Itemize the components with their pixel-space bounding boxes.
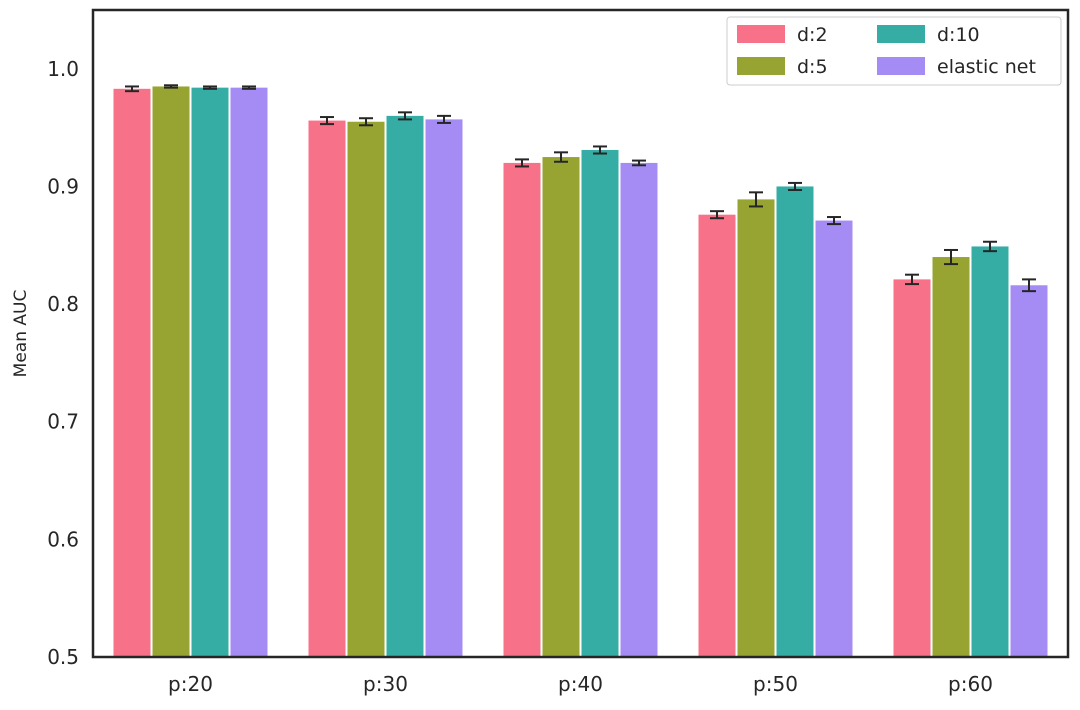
- legend-item: d:5: [737, 56, 828, 78]
- bar: [620, 162, 658, 657]
- error-bar: [788, 181, 802, 191]
- bar: [113, 88, 151, 658]
- legend-label: d:2: [797, 24, 828, 46]
- bar: [308, 120, 346, 657]
- bar: [542, 157, 580, 657]
- bar: [932, 257, 970, 657]
- bar: [776, 186, 814, 658]
- error-bar: [827, 216, 841, 226]
- error-bar: [749, 191, 763, 208]
- bar: [737, 199, 775, 658]
- plot-frame: [91, 8, 1070, 659]
- legend-item: d:10: [877, 24, 980, 46]
- legend-swatch: [877, 57, 925, 75]
- bar: [893, 279, 931, 657]
- error-bar: [593, 145, 607, 155]
- y-axis-ticks: 0.5 0.6 0.7 0.8 0.9 1.0: [47, 57, 79, 669]
- error-bars-layer: [125, 84, 1036, 293]
- legend-item: d:2: [737, 24, 828, 46]
- error-bar: [398, 111, 412, 121]
- legend: d:2 d:5 d:10 elastic net: [726, 16, 1062, 86]
- bar: [425, 119, 463, 658]
- bar: [698, 214, 736, 658]
- bar: [386, 115, 424, 657]
- legend-box: [726, 16, 1062, 86]
- error-bar: [632, 159, 646, 167]
- x-tick-label: p:40: [558, 672, 603, 696]
- bar: [347, 121, 385, 658]
- error-bar: [320, 116, 334, 126]
- error-bar: [944, 248, 958, 266]
- error-bar: [1022, 278, 1036, 293]
- x-axis-ticks: p:20 p:30 p:40 p:50 p:60: [168, 672, 993, 696]
- bar: [230, 87, 268, 657]
- error-bar: [710, 210, 724, 220]
- legend-label: d:5: [797, 56, 828, 78]
- y-tick-label: 0.5: [47, 645, 79, 669]
- error-bar: [554, 151, 568, 163]
- error-bar: [905, 273, 919, 286]
- legend-swatch: [737, 57, 785, 75]
- legend-label: d:10: [937, 24, 980, 46]
- error-bar: [242, 85, 256, 90]
- x-tick-label: p:20: [168, 672, 213, 696]
- legend-item: elastic net: [877, 56, 1036, 78]
- y-tick-label: 0.9: [47, 174, 79, 198]
- bar: [815, 220, 853, 657]
- bar: [191, 87, 229, 657]
- bar: [152, 86, 190, 658]
- x-tick-label: p:30: [363, 672, 408, 696]
- bar: [971, 246, 1009, 657]
- y-tick-label: 1.0: [47, 57, 79, 81]
- bar: [581, 149, 619, 657]
- bar: [503, 162, 541, 657]
- x-tick-label: p:50: [753, 672, 798, 696]
- y-tick-label: 0.6: [47, 527, 79, 551]
- error-bar: [203, 85, 217, 90]
- error-bar: [359, 117, 373, 127]
- legend-swatch: [737, 25, 785, 43]
- legend-label: elastic net: [937, 56, 1036, 78]
- error-bar: [437, 114, 451, 124]
- error-bar: [983, 240, 997, 253]
- y-axis-label: Mean AUC: [11, 290, 31, 378]
- error-bar: [515, 158, 529, 168]
- bar: [1010, 285, 1048, 657]
- legend-swatch: [877, 25, 925, 43]
- y-tick-label: 0.7: [47, 410, 79, 434]
- bars-layer: [113, 86, 1048, 658]
- y-tick-label: 0.8: [47, 292, 79, 316]
- error-bar: [164, 84, 178, 89]
- x-tick-label: p:60: [948, 672, 993, 696]
- error-bar: [125, 85, 139, 93]
